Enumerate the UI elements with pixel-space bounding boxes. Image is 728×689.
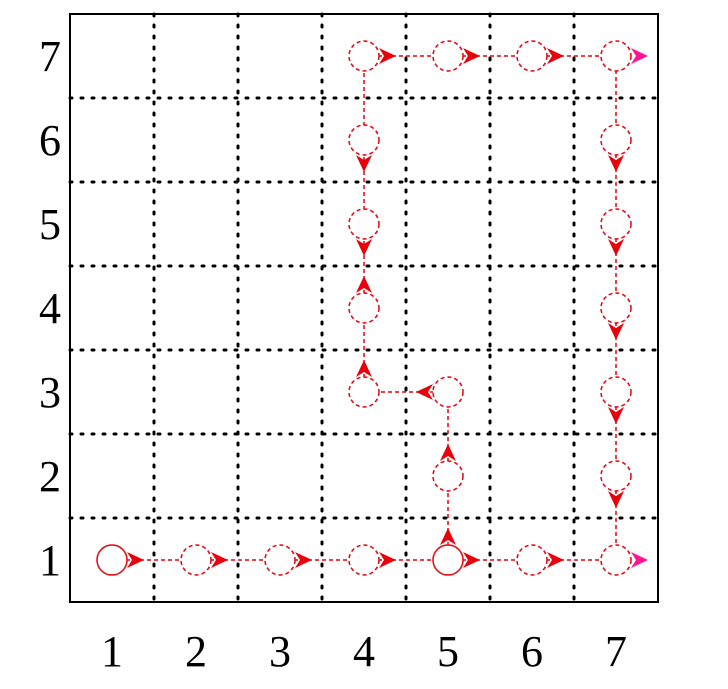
path-arrowhead [379, 48, 396, 64]
y-tick-label: 7 [39, 32, 61, 81]
path-arrowhead [608, 407, 624, 424]
path-arrowhead [440, 444, 456, 461]
path-node [600, 544, 632, 576]
x-tick-label: 5 [437, 627, 459, 676]
path-arrowhead [547, 552, 564, 568]
path-arrowhead [463, 48, 480, 64]
path-node [348, 40, 380, 72]
path-node [348, 544, 380, 576]
y-tick-label: 6 [39, 116, 61, 165]
path-node-solid [96, 544, 128, 576]
y-tick-label: 1 [39, 536, 61, 585]
x-tick-label: 4 [353, 627, 375, 676]
x-tick-label: 7 [605, 627, 627, 676]
path-node [600, 40, 632, 72]
path-arrowhead [416, 384, 433, 400]
path-arrowhead [295, 552, 312, 568]
path-node [432, 376, 464, 408]
path-node [180, 544, 212, 576]
path-arrowhead [608, 491, 624, 508]
x-tick-label: 6 [521, 627, 543, 676]
path-arrowhead [379, 552, 396, 568]
path-arrowhead [608, 323, 624, 340]
path-node [600, 292, 632, 324]
path-node [600, 376, 632, 408]
path-node [348, 376, 380, 408]
y-tick-label: 3 [39, 368, 61, 417]
path-node [348, 208, 380, 240]
path-node-solid [432, 544, 464, 576]
x-axis-tick-labels: 1 2 3 4 5 6 7 [101, 627, 627, 676]
path-node [348, 292, 380, 324]
path-node [264, 544, 296, 576]
path-arrowhead [356, 276, 372, 293]
terminal-arrowhead [631, 48, 648, 64]
path-arrowhead [547, 48, 564, 64]
path-node [600, 124, 632, 156]
path-arrowhead [356, 239, 372, 256]
path-node [432, 40, 464, 72]
path-arrowhead [127, 552, 144, 568]
terminal-arrowhead [631, 552, 648, 568]
x-tick-label: 3 [269, 627, 291, 676]
y-axis-tick-labels: 1 2 3 4 5 6 7 [39, 32, 61, 585]
y-tick-label: 2 [39, 452, 61, 501]
grid-lines [68, 12, 660, 604]
path-node [600, 208, 632, 240]
path-nodes [96, 40, 648, 576]
path-node [600, 460, 632, 492]
path-node [516, 544, 548, 576]
path-arrowhead [608, 155, 624, 172]
path-arrowhead [356, 360, 372, 377]
plot-frame [69, 13, 659, 603]
path-arrowhead [211, 552, 228, 568]
x-tick-label: 2 [185, 627, 207, 676]
path-arrowhead [608, 239, 624, 256]
y-tick-label: 4 [39, 284, 61, 333]
path-arrowhead [356, 155, 372, 172]
path-node [348, 124, 380, 156]
path-node [432, 460, 464, 492]
x-tick-label: 1 [101, 627, 123, 676]
path-node [516, 40, 548, 72]
path-arrowhead [440, 528, 456, 545]
path-arrowhead [463, 552, 480, 568]
y-tick-label: 5 [39, 200, 61, 249]
